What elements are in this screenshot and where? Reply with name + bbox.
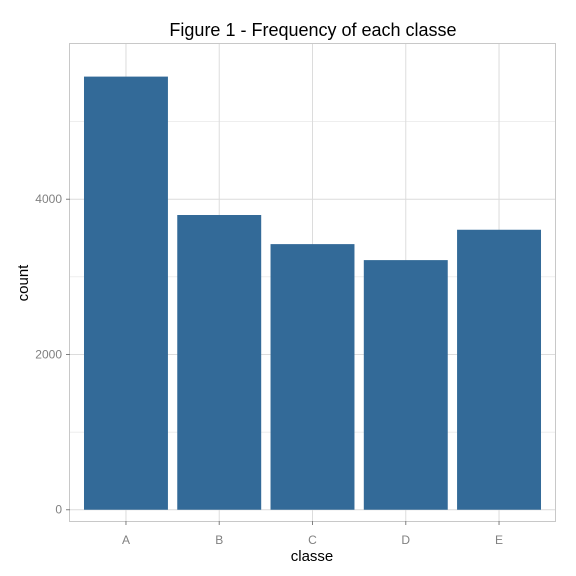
bar-E <box>457 229 542 510</box>
bar-B <box>177 215 262 510</box>
x-tick-label: E <box>495 533 503 547</box>
chart-title: Figure 1 - Frequency of each classe <box>169 20 457 40</box>
bar-A <box>83 76 168 510</box>
x-tick-label: C <box>308 533 317 547</box>
y-axis-title: count <box>15 264 32 302</box>
x-tick-label: B <box>215 533 223 547</box>
x-tick-marks <box>125 521 500 525</box>
y-tick-labels: 0 2000 4000 <box>35 192 62 516</box>
bar-C <box>270 244 355 510</box>
y-tick-label: 4000 <box>35 192 62 206</box>
x-tick-labels: A B C D E <box>122 533 503 547</box>
x-axis-title: classe <box>291 548 334 565</box>
x-tick-label: D <box>401 533 410 547</box>
y-tick-label: 2000 <box>35 347 62 361</box>
y-tick-label: 0 <box>55 503 62 517</box>
bar-D <box>363 260 448 510</box>
y-tick-marks <box>66 198 70 511</box>
x-tick-label: A <box>122 533 130 547</box>
bars <box>83 76 542 510</box>
